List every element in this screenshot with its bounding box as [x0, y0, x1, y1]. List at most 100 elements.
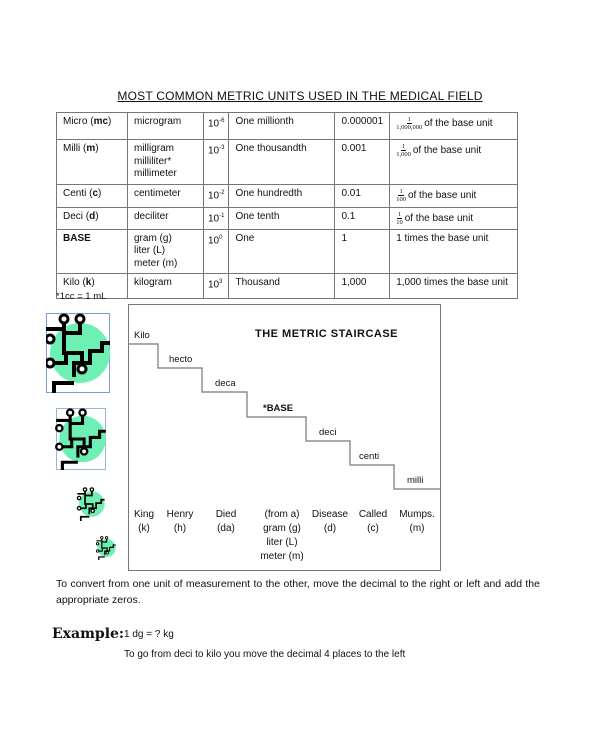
power-cell: 10-3 — [202, 139, 230, 185]
mnemonic-item: Called (c) — [343, 508, 403, 536]
circuit-staircase-icon — [46, 313, 110, 393]
prefix-abbr: k — [85, 277, 92, 288]
mnemonic-word: Called — [358, 509, 388, 520]
decimal-value: 1 — [341, 232, 348, 244]
fraction: 1 1,000,000 — [396, 116, 422, 131]
units-cell: deciliter — [127, 206, 204, 230]
base-ten: 10 — [208, 118, 220, 130]
mnemonic-word: Disease — [311, 509, 349, 520]
prefix-name: Micro ( — [63, 116, 94, 127]
example-label: Example: — [52, 626, 125, 642]
staircase-lines — [129, 343, 440, 490]
power-cell: 10-6 — [202, 112, 230, 140]
page-title: MOST COMMON METRIC UNITS USED IN THE MED… — [117, 89, 483, 103]
units-cell: gram (g) liter (L) meter (m) — [127, 228, 204, 274]
circuit-staircase-icon — [76, 487, 105, 521]
example-explanation: To go from deci to kilo you move the dec… — [124, 649, 406, 660]
mnemonic-item: Died (da) — [196, 508, 256, 536]
prefix-cell: Milli (m) — [56, 139, 128, 185]
word-value: One — [235, 232, 255, 244]
units-cell: microgram — [127, 112, 204, 140]
decimal-value: 0.001 — [341, 143, 367, 154]
prefix-abbr: m — [86, 143, 96, 154]
paren: ) — [95, 210, 99, 222]
unit-name: liter (L) — [134, 245, 166, 256]
prefix-name: BASE — [63, 232, 91, 244]
table-row: Deci (d) deciliter 10-1 One tenth 0.1 1 10 of t… — [56, 206, 519, 230]
base-ten: 10 — [208, 145, 220, 157]
decimal-cell: 1 — [334, 228, 391, 274]
example-equation: 1 dg = ? kg — [124, 629, 174, 640]
word-cell: One hundredth — [228, 183, 336, 208]
unit-name: millimeter — [134, 168, 177, 179]
step-label: hecto — [169, 354, 193, 365]
mnemonic-abbr: (h) — [173, 523, 187, 534]
table-row: BASE gram (g) liter (L) meter (m) 100 One 1 1 t… — [56, 228, 519, 274]
mnemonic-word: Mumps. — [399, 509, 435, 520]
paren: ) — [91, 277, 95, 288]
relation-text: 1 times the base unit — [396, 232, 489, 244]
table-row: Kilo (k) kilogram 103 Thousand 1,000 1,000 ti… — [56, 273, 519, 299]
word-cell: One — [228, 228, 336, 274]
fraction-denominator: 1,000 — [396, 151, 411, 158]
footnote: *1cc = 1 mL — [56, 291, 107, 302]
units-cell: milligram milliliter* millimeter — [127, 139, 204, 185]
prefix-cell: BASE — [56, 228, 128, 274]
fraction-denominator: 100 — [396, 195, 406, 203]
prefix-cell: Centi (c) — [56, 183, 128, 208]
circuit-staircase-icon — [55, 408, 106, 470]
word-cell: One millionth — [228, 112, 336, 140]
exponent: -1 — [219, 212, 225, 219]
relation-text: 1,000 times the base unit — [396, 277, 508, 288]
unit-name: gram (g) — [134, 232, 172, 244]
step-label: deca — [215, 378, 236, 389]
step-label: centi — [359, 451, 380, 462]
power-cell: 103 — [202, 273, 230, 299]
step-label: milli — [407, 475, 424, 486]
table-row: Centi (c) centimeter 10-2 One hundredth 0.01… — [56, 183, 519, 208]
power-cell: 10-1 — [202, 206, 230, 230]
prefix-cell: Kilo (k) — [56, 273, 128, 299]
mnemonic-word: Died — [215, 509, 237, 520]
base-ten: 10 — [208, 279, 220, 291]
power-cell: 10-2 — [202, 183, 230, 208]
exponent: 0 — [219, 234, 223, 241]
decimal-value: 1,000 — [341, 277, 367, 288]
exponent: -2 — [219, 189, 225, 196]
relation-cell: 1 times the base unit — [389, 228, 519, 274]
word-value: Thousand — [235, 277, 280, 288]
fraction: 1 10 — [396, 211, 403, 226]
word-value: One thousandth — [235, 143, 307, 154]
paren: ) — [95, 143, 99, 154]
fraction-numerator: 1 — [400, 143, 407, 151]
relation-text: of the base unit — [404, 212, 474, 224]
metric-units-table: Micro (mc) microgram 10-6 One millionth 0.00… — [56, 112, 519, 299]
relation-cell: 1,000 times the base unit — [389, 273, 519, 299]
word-cell: One thousandth — [228, 139, 336, 185]
mnemonic-abbr: (k) — [138, 523, 150, 534]
decimal-cell: 0.001 — [334, 139, 391, 185]
mnemonic-item: Disease (d) — [300, 508, 360, 536]
exponent: -3 — [219, 145, 225, 151]
decimal-cell: 0.000001 — [334, 112, 391, 140]
mnemonic-word: King — [133, 509, 154, 520]
relation-text: of the base unit — [407, 189, 477, 201]
table-row: Milli (m) milligram milliliter* millimeter 1… — [56, 139, 519, 185]
mnemonic-item: (from a) gram (g) liter (L) meter (m) — [252, 508, 312, 564]
mnemonic-abbr: (c) — [367, 523, 379, 534]
fraction-denominator: 1,000,000 — [396, 124, 423, 131]
unit-name: milliliter* — [134, 155, 172, 167]
mnemonic-word: (from a) — [264, 509, 300, 520]
table-row: Micro (mc) microgram 10-6 One millionth 0.00… — [56, 112, 519, 140]
prefix-name: Deci ( — [63, 210, 90, 222]
decimal-cell: 0.01 — [334, 183, 391, 208]
relation-cell: 1 100 of the base unit — [389, 183, 519, 208]
word-value: One tenth — [235, 210, 280, 222]
unit-name: deciliter — [134, 210, 169, 222]
word-cell: Thousand — [228, 273, 336, 299]
decimal-cell: 1,000 — [334, 273, 391, 299]
relation-text: of the base unit — [424, 118, 493, 130]
word-cell: One tenth — [228, 206, 336, 230]
fraction-numerator: 1 — [406, 116, 412, 124]
